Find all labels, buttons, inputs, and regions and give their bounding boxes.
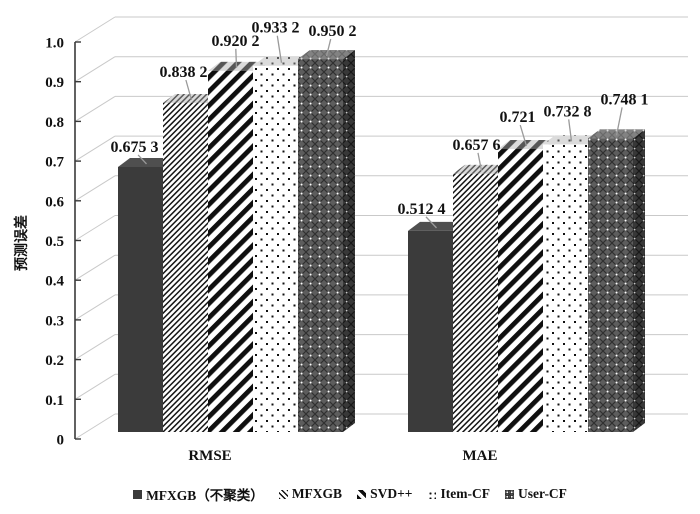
y-tick-label: 0.2 (45, 353, 64, 369)
legend-item-usercf: User-CF (504, 486, 567, 502)
gridline-diagonal (74, 135, 116, 162)
gridline-diagonal (74, 294, 116, 321)
bar-side-face (633, 129, 645, 433)
data-label-leader-line (519, 124, 528, 147)
chart-legend: MFXGB（不聚类） MFXGB SVD++ Item-CF User-CF (0, 484, 700, 504)
data-label: 0.512 4 (398, 201, 446, 218)
y-tick-label: 0.5 (45, 234, 64, 250)
bar-rmse-series0 (118, 166, 163, 432)
data-label: 0.748 1 (601, 91, 649, 108)
legend-swatch-solid-icon (133, 489, 143, 499)
legend-label: User-CF (517, 486, 567, 501)
y-tick-label: 0.4 (45, 274, 64, 290)
data-label: 0.721 (500, 109, 536, 126)
data-label-leader-line (325, 38, 332, 57)
bar-side-face (343, 50, 355, 432)
legend-label: Item-CF (440, 486, 490, 501)
gridline-diagonal (74, 56, 116, 83)
y-axis: 0 0.1 0.2 0.3 0.4 0.5 0.6 0.7 0.8 0.9 1.0 (45, 36, 81, 449)
bar-top-face (408, 221, 465, 231)
data-label-leader-line (568, 119, 573, 142)
y-tick-label: 0.8 (45, 115, 64, 131)
data-label-leader-line (235, 48, 238, 68)
legend-label: MFXGB (291, 486, 343, 501)
data-label: 0.838 2 (160, 64, 208, 81)
y-tick-label: 0.9 (45, 75, 64, 91)
bar-rmse-series2 (208, 70, 253, 432)
data-label: 0.657 6 (453, 137, 501, 154)
legend-swatch-dense-icon (504, 489, 514, 499)
data-label: 0.920 2 (212, 33, 260, 50)
data-label-leader-line (615, 107, 623, 136)
y-tick-label: 0.1 (45, 393, 64, 409)
data-label-leader-line (185, 79, 193, 101)
gridline-diagonal (74, 175, 116, 202)
bar-rmse-series3 (253, 65, 298, 433)
legend-item-mfxgb-nocluster: MFXGB（不聚类） (133, 484, 264, 504)
bars (118, 50, 645, 433)
gridline-diagonal (74, 95, 116, 122)
gridline-diagonal (74, 254, 116, 281)
data-labels: 0.675 3 0.838 20.920 20.933 2 0.950 2 0.512… (111, 20, 649, 229)
gridline-diagonal (74, 215, 116, 241)
legend-item-itemcf: Item-CF (427, 486, 490, 502)
data-label: 0.732 8 (544, 103, 592, 120)
data-label-leader-line (276, 35, 283, 63)
category-label-mae: MAE (463, 448, 498, 464)
data-label: 0.950 2 (309, 23, 357, 40)
legend-label: SVD++ (370, 486, 413, 501)
legend-item-mfxgb: MFXGB (278, 486, 343, 502)
y-tick-label: 0.3 (45, 313, 64, 329)
legend-item-svdpp: SVD++ (357, 486, 412, 502)
data-label-leader-line (137, 154, 147, 165)
bar-mae-series2 (498, 149, 543, 432)
bar-mae-series0 (408, 230, 453, 432)
bar-mae-series4 (588, 138, 633, 433)
data-label-leader-line (477, 152, 483, 172)
gridline-diagonal (74, 373, 116, 400)
legend-swatch-dots-icon (427, 489, 437, 499)
category-label-rmse: RMSE (188, 448, 231, 464)
legend-swatch-stripe-icon (357, 489, 367, 499)
legend-swatch-hatch-icon (278, 489, 288, 499)
bar-rmse-series1 (163, 103, 208, 432)
bar-mae-series3 (543, 144, 588, 432)
bar-mae-series1 (453, 173, 498, 432)
gridline-diagonal (74, 334, 116, 361)
gridline-diagonal (74, 413, 116, 440)
bar-rmse-series4 (298, 59, 343, 432)
data-label: 0.933 2 (252, 20, 300, 37)
y-tick-label: 1.0 (45, 36, 64, 52)
bar-top-face (118, 157, 175, 167)
y-tick-label: 0 (57, 433, 65, 449)
data-label-leader-line (425, 216, 437, 229)
y-tick-label: 0.6 (45, 194, 64, 210)
legend-label: MFXGB（不聚类） (146, 488, 264, 503)
y-tick-label: 0.7 (45, 155, 64, 171)
gridline-diagonal (74, 16, 116, 43)
y-axis-title: 预测误差 (13, 215, 30, 271)
data-label: 0.675 3 (111, 139, 159, 156)
